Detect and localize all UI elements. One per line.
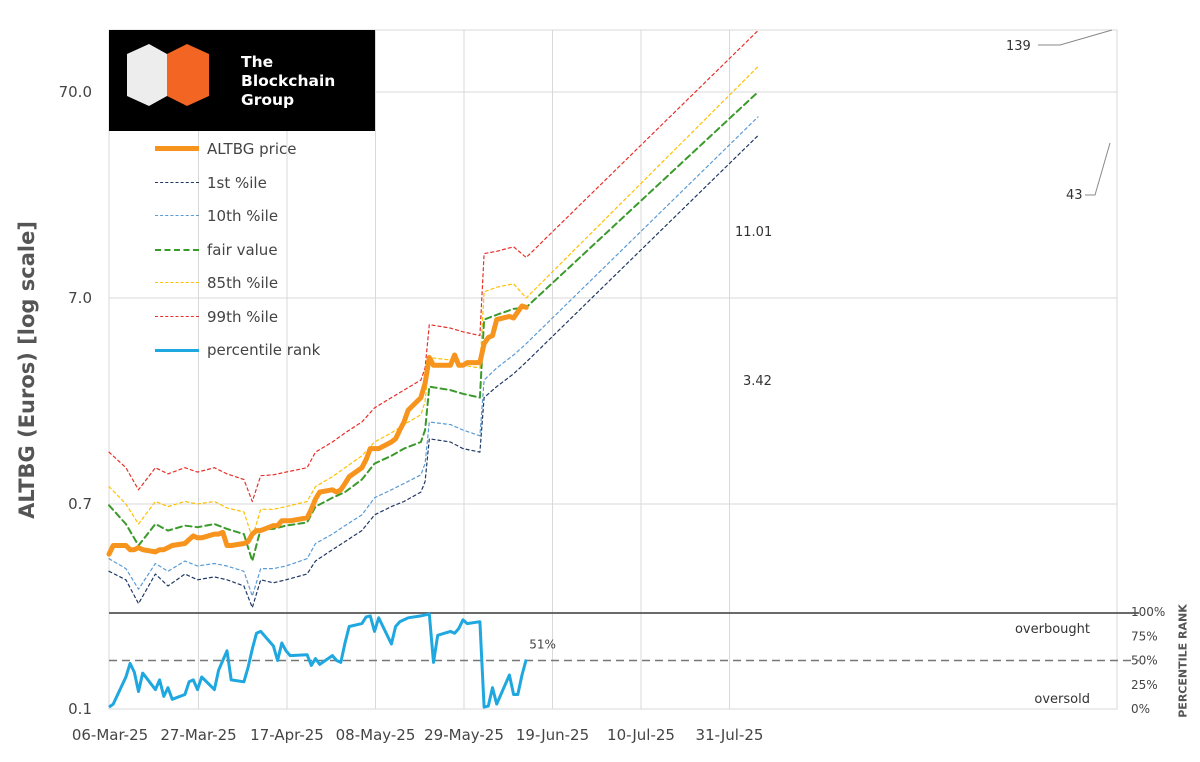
- annotation-11-01: 11.01: [735, 225, 772, 240]
- legend-label: 10th %ile: [207, 207, 279, 225]
- legend-label: percentile rank: [207, 341, 321, 359]
- logo-text-line-2: Blockchain: [241, 72, 336, 90]
- y-tick-label: 0.1: [68, 700, 92, 718]
- percentile-tick-label: 25%: [1131, 678, 1158, 692]
- x-tick-label: 29-May-25: [424, 726, 504, 744]
- series-line-99th-ile: [108, 30, 759, 503]
- annotation-3-42: 3.42: [743, 374, 772, 389]
- hexagon-right-shape: [167, 44, 209, 106]
- series-line-85th-ile: [108, 66, 759, 539]
- percentile-tick-label: 75%: [1131, 629, 1158, 643]
- logo-text-line-1: The: [241, 53, 274, 71]
- series-layer: [106, 30, 759, 609]
- annotation-43: 43: [1066, 188, 1083, 203]
- company-logo: The Blockchain Group: [109, 30, 375, 131]
- percentile-axis-label: PERCENTILE RANK: [1176, 604, 1190, 718]
- legend-swatch: [155, 349, 199, 352]
- legend-label: 85th %ile: [207, 274, 279, 292]
- x-tick-label: 10-Jul-25: [607, 726, 675, 744]
- hexagon-logo-icon: [127, 44, 209, 106]
- y-tick-label: 70.0: [59, 83, 92, 101]
- percentile-tick-label: 0%: [1131, 702, 1150, 716]
- plot-frame: [108, 29, 1118, 710]
- x-tick-label: 27-Mar-25: [160, 726, 236, 744]
- logo-text-line-3: Group: [241, 91, 295, 109]
- legend-swatch: [155, 146, 199, 151]
- overbought-label: overbought: [1015, 622, 1090, 637]
- legend-label: 1st %ile: [207, 173, 267, 192]
- series-line-10th-ile: [108, 116, 759, 597]
- series-line-1st-ile: [108, 135, 759, 609]
- legend-item: 99th %ile: [155, 305, 375, 329]
- legend-item: 10th %ile: [155, 204, 375, 228]
- legend-label: fair value: [207, 240, 278, 259]
- legend-swatch: [155, 282, 199, 283]
- legend-swatch: [155, 315, 199, 317]
- hexagon-left-shape: [127, 44, 167, 106]
- x-tick-label: 31-Jul-25: [696, 726, 764, 744]
- legend-label: 99th %ile: [207, 307, 279, 326]
- legend-swatch: [155, 215, 199, 216]
- annotation-139-leader: [1038, 29, 1113, 46]
- x-tick-label: 17-Apr-25: [250, 726, 324, 744]
- series-line-altbg-price: [106, 303, 529, 557]
- legend-item: fair value: [155, 238, 375, 262]
- percentile-axis: 100% 75% 50% 25% 0%: [1131, 605, 1165, 716]
- percentile-panel: 100% 75% 50% 25% 0% overbought oversold 51%: [108, 605, 1165, 716]
- legend-item: ALTBG price: [155, 137, 375, 161]
- x-tick-label: 08-May-25: [336, 726, 416, 744]
- legend-item: 1st %ile: [155, 171, 375, 195]
- series-line-fair-value: [108, 91, 759, 562]
- annotation-43-leader: [1085, 142, 1111, 196]
- y-axis-label: ALTBG (Euros) [log scale]: [15, 221, 39, 519]
- logo-wordmark: The Blockchain Group: [241, 53, 335, 110]
- grid: [108, 29, 1118, 710]
- axes: 70.0 7.0 0.7 0.1 06-Mar-25 27-Mar-25 17-Apr-25…: [59, 83, 764, 744]
- legend-swatch: [155, 181, 199, 183]
- oversold-label: oversold: [1034, 692, 1090, 707]
- y-tick-label: 7.0: [68, 289, 92, 307]
- y-tick-label: 0.7: [68, 495, 92, 513]
- legend-label: ALTBG price: [207, 140, 297, 158]
- legend-item: percentile rank: [155, 338, 375, 362]
- x-tick-label: 06-Mar-25: [72, 726, 148, 744]
- legend-swatch: [155, 248, 199, 251]
- percentile-rank-line: [108, 612, 528, 709]
- percentile-tick-label: 50%: [1131, 654, 1158, 668]
- x-tick-label: 19-Jun-25: [516, 726, 589, 744]
- annotations: 139 43 11.01 3.42: [735, 29, 1113, 389]
- percentile-tick-label: 100%: [1131, 605, 1165, 619]
- annotation-139: 139: [1006, 39, 1031, 54]
- legend-item: 85th %ile: [155, 271, 375, 295]
- percentile-current-label: 51%: [529, 638, 556, 652]
